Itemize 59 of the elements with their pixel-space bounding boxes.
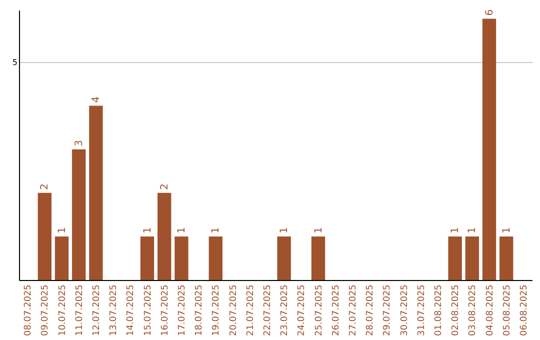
bar xyxy=(72,149,86,280)
x-tick-label: 18.07.2025 xyxy=(194,284,205,336)
x-tick-label: 20.07.2025 xyxy=(228,284,239,336)
data-label: 3 xyxy=(74,140,85,146)
x-tick-label: 12.07.2025 xyxy=(92,284,102,336)
x-tick-label: 01.08.2025 xyxy=(434,284,444,336)
x-tick-label: 17.07.2025 xyxy=(177,284,188,336)
data-label: 1 xyxy=(142,227,154,234)
data-label: 1 xyxy=(210,227,222,234)
x-tick-label: 04.08.2025 xyxy=(485,284,496,336)
x-tick-label: 14.07.2025 xyxy=(126,284,136,336)
bar xyxy=(174,236,188,280)
x-tick-label: 09.07.2025 xyxy=(40,284,51,336)
x-tick-label: 31.07.2025 xyxy=(416,284,427,336)
x-tick-label: 29.07.2025 xyxy=(382,284,393,336)
x-tick-label: 25.07.2025 xyxy=(314,284,324,336)
x-tick-label: 10.07.2025 xyxy=(58,284,68,336)
data-label: 2 xyxy=(40,184,51,190)
bar xyxy=(277,236,291,280)
x-tick-label: 21.07.2025 xyxy=(246,284,256,336)
data-label: 1 xyxy=(467,227,478,234)
data-label: 1 xyxy=(450,227,462,234)
y-tick-label: 5 xyxy=(12,58,18,67)
bar xyxy=(482,18,496,280)
x-tick-label: 30.07.2025 xyxy=(400,284,410,336)
x-tick-label: 11.07.2025 xyxy=(74,284,85,336)
data-label: 1 xyxy=(279,227,290,234)
data-label: 1 xyxy=(176,227,188,234)
bar xyxy=(89,106,103,280)
x-tick-label: 28.07.2025 xyxy=(366,284,376,336)
x-tick-label: 16.07.2025 xyxy=(160,284,170,336)
bar xyxy=(311,236,326,280)
bar xyxy=(465,236,479,280)
x-tick-label: 24.07.2025 xyxy=(297,284,308,336)
x-tick-label: 06.08.2025 xyxy=(519,284,530,336)
x-tick-label: 05.08.2025 xyxy=(502,284,512,336)
x-tick-label: 15.07.2025 xyxy=(143,284,154,336)
bar xyxy=(500,236,514,280)
x-tick-label: 27.07.2025 xyxy=(348,284,358,336)
bar xyxy=(38,192,52,280)
x-tick-label: 19.07.2025 xyxy=(212,284,222,336)
bar xyxy=(140,236,154,280)
x-tick-label: 08.07.2025 xyxy=(24,284,34,336)
data-label: 1 xyxy=(313,227,324,234)
x-tick-label: 26.07.2025 xyxy=(331,284,342,336)
data-label: 1 xyxy=(501,227,512,234)
data-label: 4 xyxy=(90,96,102,103)
bar xyxy=(448,236,462,280)
x-tick-label: 13.07.2025 xyxy=(109,284,120,336)
x-tick-label: 02.08.2025 xyxy=(451,284,462,336)
bar xyxy=(158,192,172,280)
data-label: 2 xyxy=(159,184,170,190)
bar xyxy=(54,236,69,280)
x-tick-label: 23.07.2025 xyxy=(280,284,290,336)
bar xyxy=(208,236,222,280)
x-tick-label: 03.08.2025 xyxy=(468,284,478,336)
data-label: 6 xyxy=(484,9,496,16)
data-label: 1 xyxy=(56,227,68,234)
x-tick-label: 22.07.2025 xyxy=(262,284,273,336)
